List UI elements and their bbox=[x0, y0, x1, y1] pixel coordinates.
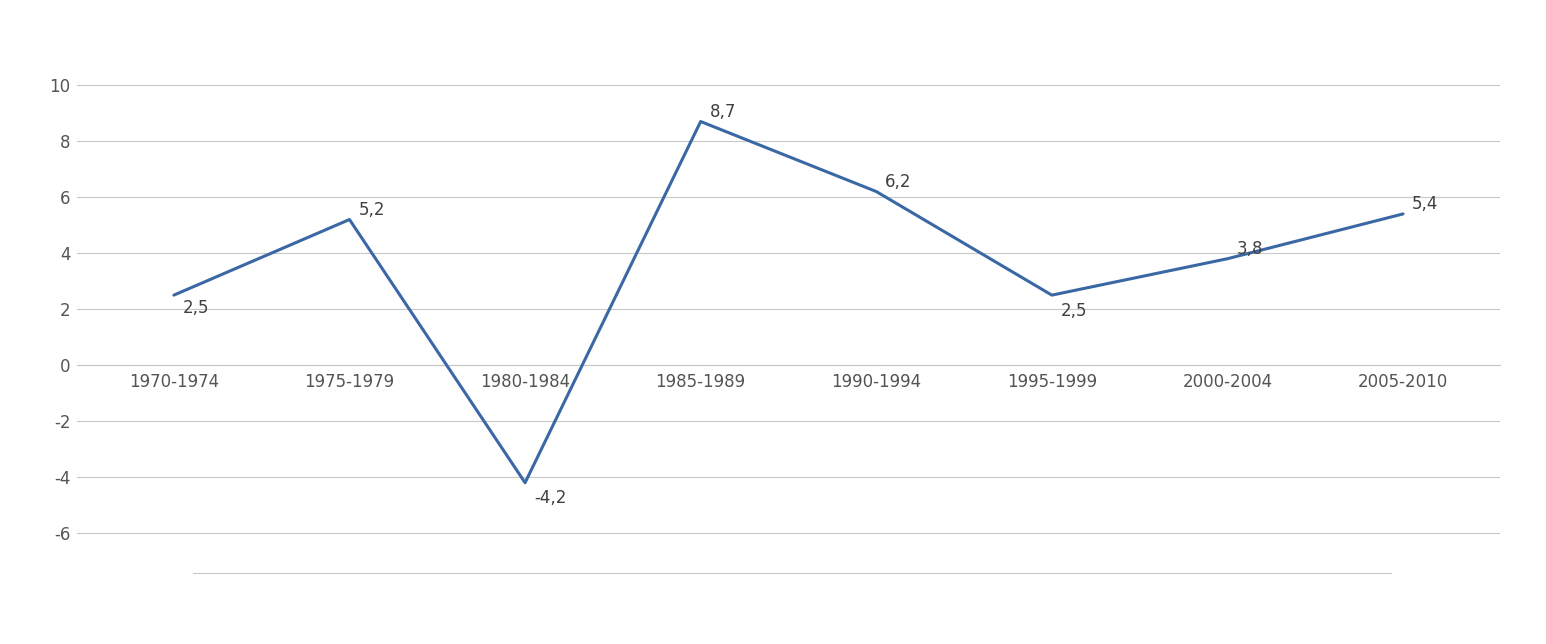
Text: 2,5: 2,5 bbox=[182, 299, 209, 317]
Text: 5,4: 5,4 bbox=[1411, 195, 1438, 213]
Text: -4,2: -4,2 bbox=[533, 489, 566, 507]
Text: 2,5: 2,5 bbox=[1061, 301, 1087, 319]
Text: 6,2: 6,2 bbox=[884, 173, 912, 191]
Text: 5,2: 5,2 bbox=[359, 201, 385, 219]
Text: 3,8: 3,8 bbox=[1237, 240, 1263, 258]
Text: 8,7: 8,7 bbox=[710, 103, 736, 120]
